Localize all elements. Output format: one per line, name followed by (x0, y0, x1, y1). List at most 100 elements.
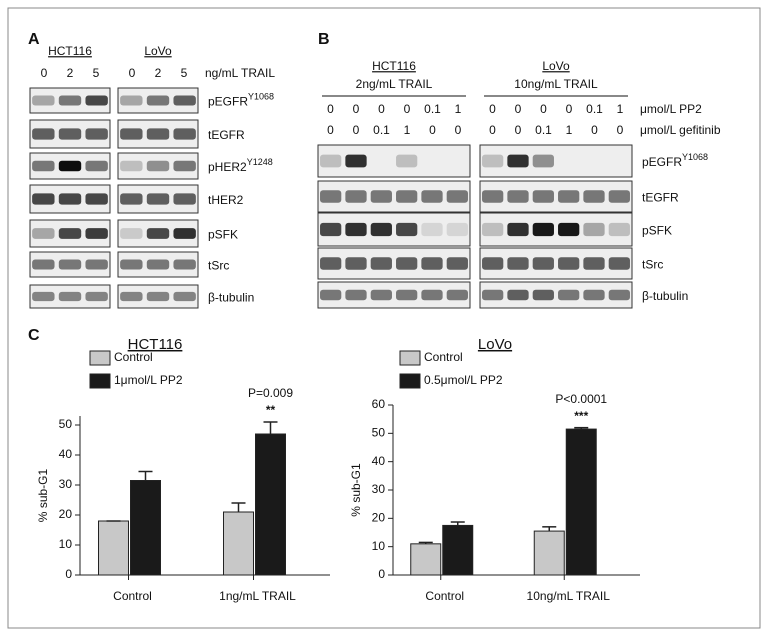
gefitinib-dose: 0 (353, 123, 360, 137)
band (507, 257, 529, 270)
band (608, 222, 630, 237)
protein-name: pHER2 (208, 160, 247, 174)
blot (479, 247, 633, 280)
band (32, 95, 55, 106)
blot (317, 247, 471, 280)
band (396, 154, 418, 168)
pp2-dose: 1 (617, 102, 624, 116)
gefitinib-label: μmol/L gefitinib (640, 123, 721, 137)
row-label: pSFK (642, 224, 672, 238)
band (482, 154, 504, 168)
pp2-dose: 0 (378, 102, 385, 116)
pp2-dose: 0 (566, 102, 573, 116)
residue: Y1248 (247, 157, 273, 167)
pp2-dose: 0 (540, 102, 547, 116)
band (608, 289, 630, 301)
band (608, 190, 630, 203)
band (396, 289, 418, 301)
protein-name: β-tubulin (208, 291, 254, 305)
band (58, 128, 82, 140)
band (173, 95, 196, 106)
band (146, 193, 170, 205)
legend-swatch (399, 373, 421, 389)
y-tick-label: 0 (65, 567, 72, 581)
dose: 2 (155, 66, 162, 80)
protein-name: pSFK (642, 224, 672, 238)
legend-label: 1μmol/L PP2 (114, 373, 183, 387)
row-label: tEGFR (642, 191, 679, 205)
error-bar (138, 470, 153, 481)
band (507, 222, 529, 237)
band (532, 154, 554, 168)
band (85, 291, 108, 302)
bar (533, 530, 565, 576)
y-axis-label: % sub-G1 (36, 468, 50, 522)
error-bar (574, 426, 589, 430)
band (85, 228, 108, 239)
band (370, 257, 392, 270)
bar (98, 520, 129, 576)
error-bar (542, 526, 557, 532)
band (32, 228, 55, 239)
band (345, 222, 367, 237)
band (120, 128, 143, 140)
band (583, 190, 605, 203)
bar (255, 433, 286, 576)
cell-line: LoVo (542, 59, 570, 73)
band (482, 222, 504, 237)
gefitinib-dose: 0 (429, 123, 436, 137)
band (370, 190, 392, 203)
band (583, 289, 605, 301)
band (58, 160, 82, 172)
significance: ** (266, 403, 276, 417)
band (558, 190, 580, 203)
x-tick-label: 10ng/mL TRAIL (527, 589, 611, 603)
blot (317, 180, 471, 213)
protein-name: tHER2 (208, 193, 244, 207)
band (583, 257, 605, 270)
band (320, 289, 342, 301)
bar (130, 480, 161, 576)
dose: 0 (129, 66, 136, 80)
band (421, 257, 443, 270)
y-tick-label: 10 (59, 537, 73, 551)
band (421, 190, 443, 203)
p-value: P<0.0001 (555, 392, 607, 406)
band (146, 291, 170, 302)
y-tick-label: 20 (59, 507, 73, 521)
band (146, 128, 170, 140)
protein-name: β-tubulin (642, 289, 688, 303)
row-label: β-tubulin (642, 289, 688, 303)
row-label: tHER2 (208, 193, 244, 207)
band (85, 259, 108, 270)
band (446, 190, 468, 203)
pp2-dose: 0 (404, 102, 411, 116)
legend-label: 0.5μmol/L PP2 (424, 373, 503, 387)
row-label: pHER2Y1248 (208, 157, 273, 174)
bar (223, 511, 254, 576)
band (507, 154, 529, 168)
gefitinib-dose: 0.1 (373, 123, 390, 137)
y-tick-label: 20 (372, 511, 386, 525)
y-tick-label: 50 (59, 417, 73, 431)
band (32, 128, 55, 140)
band (345, 154, 367, 168)
gefitinib-dose: 0 (591, 123, 598, 137)
band (482, 257, 504, 270)
legend-label: Control (114, 350, 153, 364)
gefitinib-dose: 0 (515, 123, 522, 137)
cell-line: HCT116 (48, 44, 92, 58)
band (85, 128, 108, 140)
blot (479, 281, 633, 309)
pp2-dose: 1 (455, 102, 462, 116)
band (421, 222, 443, 237)
blot (317, 281, 471, 309)
band (532, 257, 554, 270)
residue: Y1068 (248, 92, 274, 102)
frame (7, 7, 761, 629)
dose: 5 (181, 66, 188, 80)
error-bar (450, 521, 465, 526)
x-tick-label: Control (113, 589, 152, 603)
y-tick-label: 40 (372, 454, 386, 468)
band (446, 222, 468, 237)
